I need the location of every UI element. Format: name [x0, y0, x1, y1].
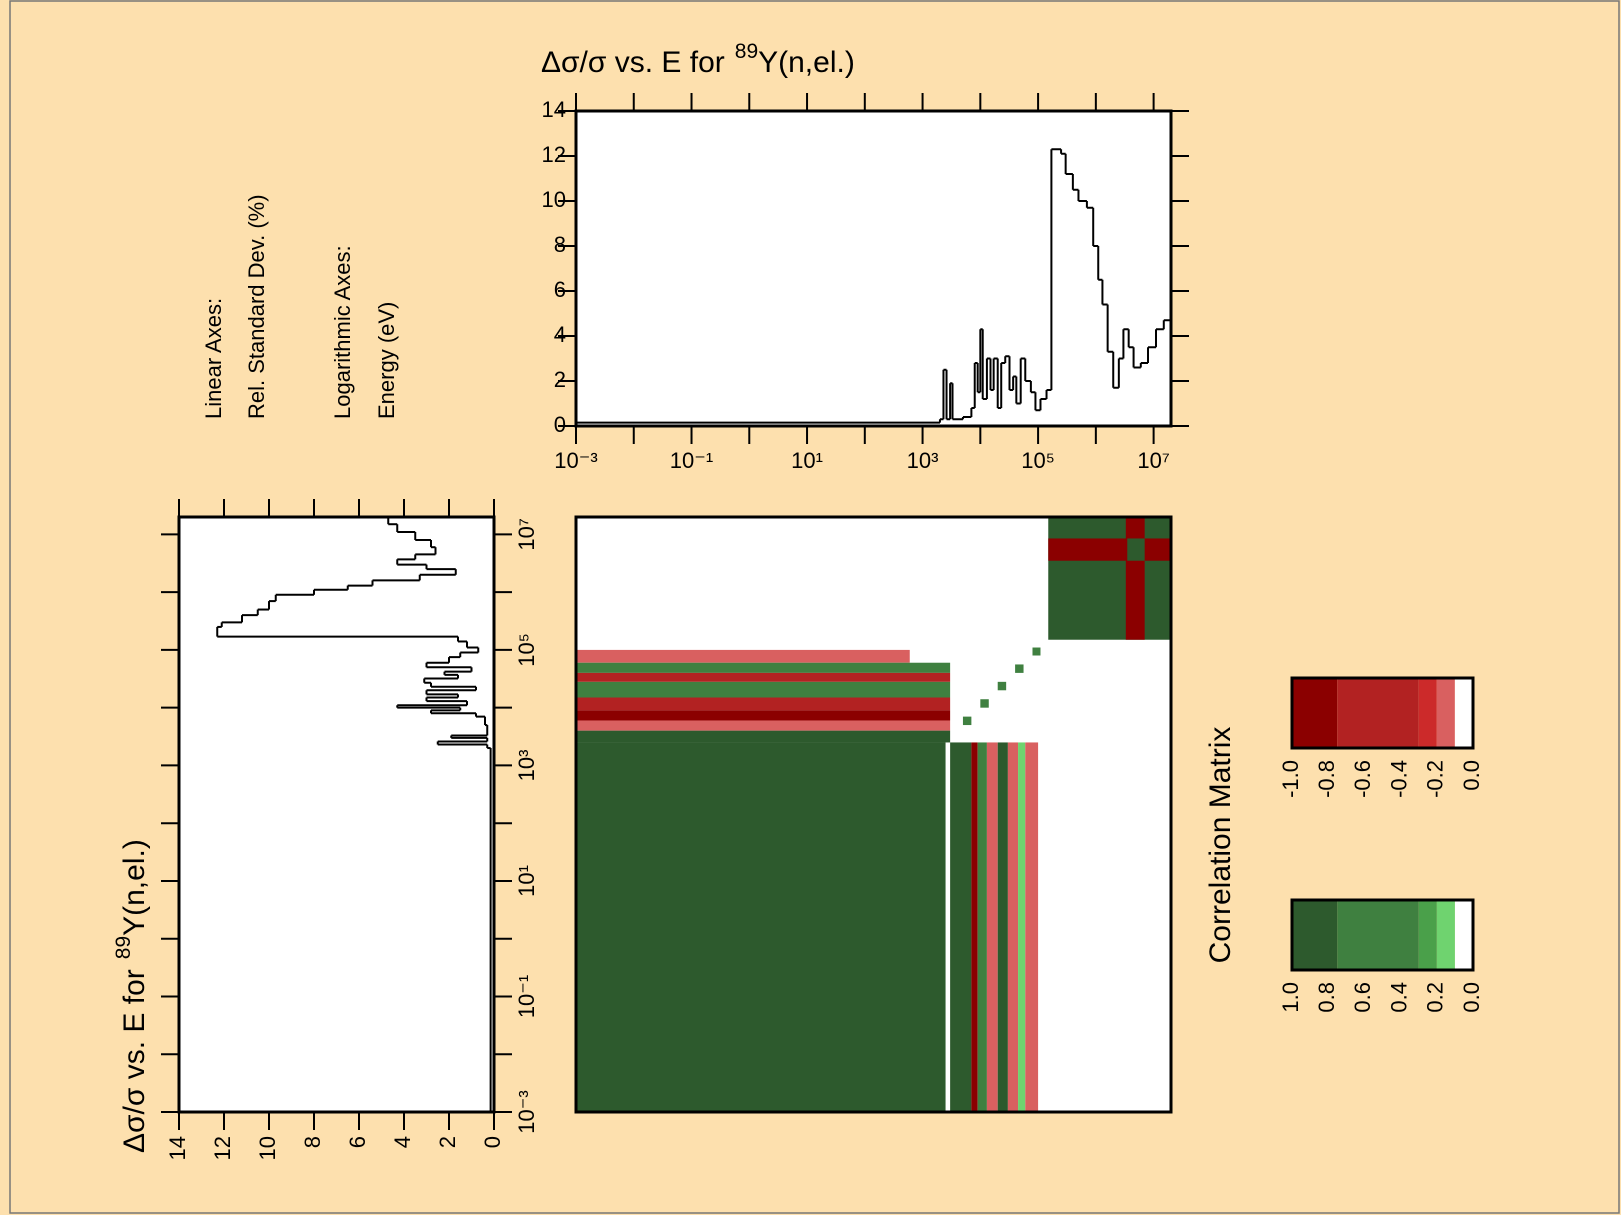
colorbar-segment [1337, 678, 1419, 748]
colorbar-tick-label: 0.2 [1423, 982, 1448, 1013]
colorbar-tick-label: -0.6 [1350, 760, 1375, 798]
colorbar-tick-label: 0.8 [1314, 982, 1339, 1013]
x-tick-label: 10 [255, 1136, 280, 1160]
matrix-frame [574, 515, 1173, 1114]
y-tick-label: 10 [542, 187, 566, 212]
x-tick-label: 10⁷ [1137, 448, 1169, 473]
x-tick-label: 10⁻¹ [670, 448, 713, 473]
colorbar-tick-label: -0.8 [1314, 760, 1339, 798]
matrix-cell [986, 742, 998, 1112]
matrix-cell [1007, 742, 1019, 1112]
matrix-cell [1025, 742, 1039, 1112]
colorbar-tick-label: 0.0 [1459, 982, 1484, 1013]
chart-title: Δσ/σ vs. E for 89Y(n,el.) [541, 40, 855, 79]
colorbar-tick-label: 1.0 [1278, 982, 1303, 1013]
matrix-cell [576, 730, 951, 743]
colorbar-segment [1454, 678, 1473, 748]
matrix-cell [980, 699, 989, 708]
plot-area [576, 111, 1171, 426]
matrix-cell [1048, 538, 1171, 561]
matrix-cell [576, 720, 951, 731]
colorbar-tick-label: -1.0 [1278, 760, 1303, 798]
x-tick-label: 2 [435, 1136, 460, 1148]
x-tick-label: 8 [300, 1136, 325, 1148]
x-tick-label: 10⁵ [1021, 448, 1055, 473]
matrix-cell [977, 742, 987, 1112]
colorbar-tick-label: 0.0 [1459, 760, 1484, 791]
colorbar-segment [1292, 900, 1338, 970]
matrix-cell [997, 742, 1008, 1112]
matrix-cell [576, 672, 951, 682]
colorbar-segment [1418, 900, 1437, 970]
colorbar-tick-label: 0.6 [1350, 982, 1375, 1013]
colorbar-tick-label: -0.2 [1423, 760, 1448, 798]
matrix-cell [576, 697, 951, 711]
title-superscript: 89 [112, 936, 135, 959]
axis-note: Linear Axes: [201, 298, 226, 419]
colorbar-segment [1337, 900, 1419, 970]
y-tick-label: 0 [554, 412, 566, 437]
matrix-cell [1018, 742, 1026, 1112]
axis-note: Logarithmic Axes: [330, 245, 355, 419]
matrix-cell [950, 742, 972, 1112]
colorbar-segment [1454, 900, 1473, 970]
x-tick-label: 6 [345, 1136, 370, 1148]
matrix-cell [971, 742, 978, 1112]
x-tick-label: 10¹ [791, 448, 823, 473]
x-tick-label: 10³ [907, 448, 939, 473]
title-text: Δσ/σ vs. E for [541, 46, 725, 79]
x-tick-label: 10⁻³ [554, 448, 597, 473]
matrix-cell [997, 681, 1007, 691]
y-tick-label: 14 [542, 97, 566, 122]
matrix-cell [1032, 647, 1041, 656]
axis-note: Rel. Standard Dev. (%) [244, 194, 269, 419]
colorbar-segment [1418, 678, 1437, 748]
y-tick-label: 10⁵ [514, 633, 539, 667]
matrix-cell [1127, 538, 1145, 561]
y-tick-label: 10³ [514, 750, 539, 782]
matrix-cell [1125, 517, 1145, 640]
plot-frame [177, 515, 496, 1114]
matrix-cell [576, 710, 951, 721]
y-tick-label: 10⁻³ [514, 1090, 539, 1133]
colorbar-tick-label: -0.4 [1386, 760, 1411, 798]
title-text: Δσ/σ vs. E for [118, 969, 151, 1153]
colorbar-tick-label: 0.4 [1386, 982, 1411, 1013]
y-tick-label: 8 [554, 232, 566, 257]
matrix-cell [576, 742, 946, 1112]
title-text: Y(n,el.) [758, 46, 855, 79]
y-tick-label: 10⁻¹ [514, 975, 539, 1018]
colorbar-segment [1436, 900, 1455, 970]
x-tick-label: 14 [165, 1136, 190, 1160]
colorbar-segment [1436, 678, 1455, 748]
x-tick-label: 0 [480, 1136, 505, 1148]
y-tick-label: 6 [554, 277, 566, 302]
colorbar-segment [1292, 678, 1338, 748]
y-tick-label: 2 [554, 367, 566, 392]
y-tick-label: 10⁷ [514, 518, 539, 550]
matrix-cell [576, 681, 951, 698]
matrix-cell [576, 662, 951, 673]
x-tick-label: 12 [210, 1136, 235, 1160]
colorbar-frame [1290, 898, 1475, 972]
y-tick-label: 12 [542, 142, 566, 167]
plot-frame [574, 109, 1173, 428]
axis-note: Energy (eV) [374, 302, 399, 419]
colorbar-title: Correlation Matrix [1204, 727, 1237, 964]
matrix-cell [1015, 664, 1024, 673]
title-text: Y(n,el.) [118, 839, 151, 936]
title-superscript: 89 [735, 40, 758, 63]
chart-title: Δσ/σ vs. E for 89Y(n,el.) [112, 839, 151, 1153]
x-tick-label: 4 [390, 1136, 415, 1148]
matrix-cell [1048, 517, 1171, 640]
y-tick-label: 4 [554, 322, 566, 347]
colorbar-frame [1290, 676, 1475, 750]
plot-area [179, 517, 494, 1112]
matrix-cell [962, 716, 972, 726]
y-tick-label: 10¹ [514, 865, 539, 897]
matrix-cell [576, 649, 910, 663]
